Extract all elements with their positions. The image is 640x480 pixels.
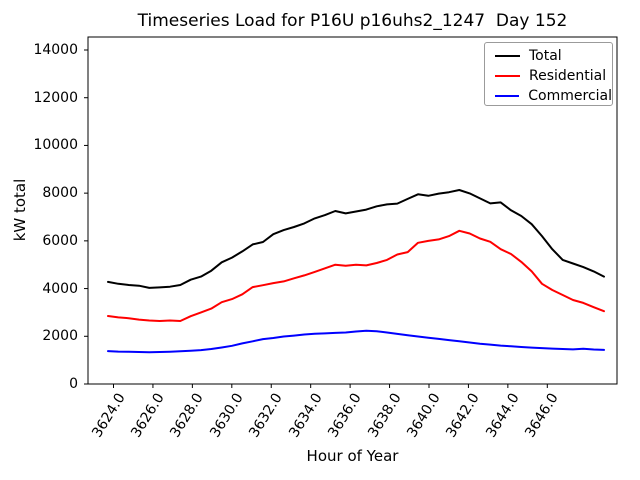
axes-frame [87,36,618,385]
legend-swatch-commercial [495,95,520,97]
legend-label-total: Total [529,48,562,64]
y-tick-label: 14000 [33,42,78,58]
residential-line [107,229,605,322]
y-tick-label: 8000 [42,185,78,202]
x-axis-label: Hour of Year [306,447,399,465]
legend-entry-residential: Residential [485,66,612,86]
y-tick-label: 6000 [42,232,78,249]
total-line [107,189,605,289]
legend: Total Residential Commercial [484,42,613,106]
y-tick-label: 12000 [33,89,78,106]
legend-entry-commercial: Commercial [485,86,612,106]
chart-title: Timeseries Load for P16U p16uhs2_1247 Da… [137,11,568,31]
commercial-line [107,329,605,354]
y-tick-label: 0 [69,376,78,392]
y-tick-label: 4000 [42,280,78,297]
y-tick-label: 10000 [33,137,78,154]
legend-label-residential: Residential [529,68,607,84]
legend-swatch-total [495,55,520,57]
legend-entry-total: Total [485,46,612,66]
legend-label-commercial: Commercial [528,88,612,104]
legend-swatch-residential [495,75,520,77]
y-tick-label: 2000 [42,328,78,345]
